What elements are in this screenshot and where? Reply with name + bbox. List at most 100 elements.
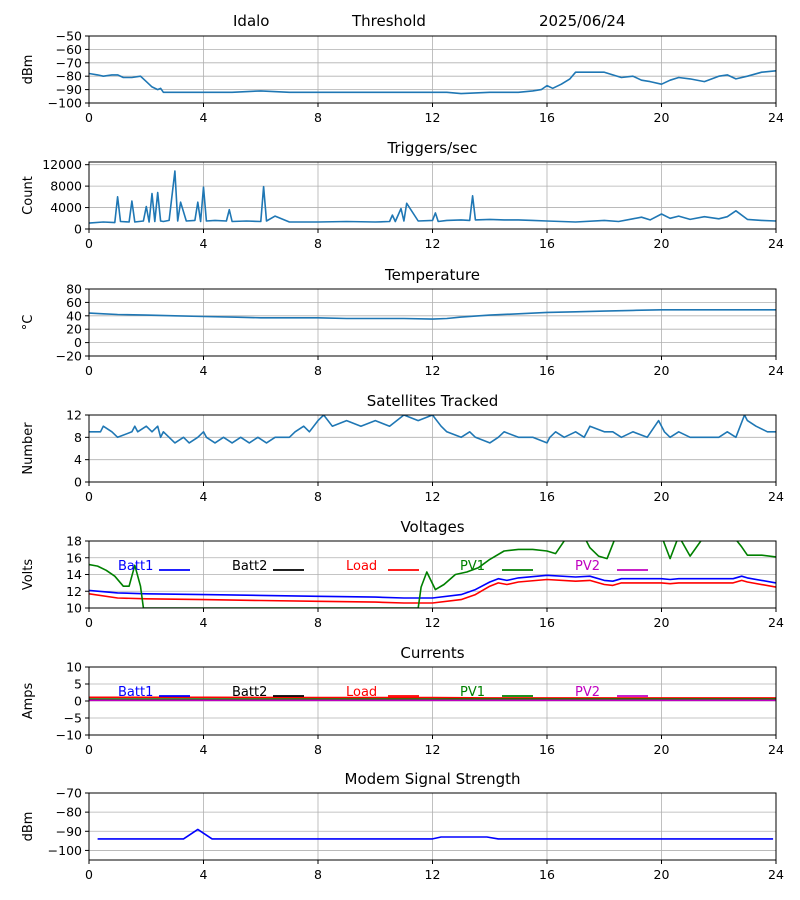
x-tick-label: 16	[539, 742, 555, 757]
grid-lines	[88, 288, 777, 357]
series-group	[89, 308, 776, 320]
x-tick-label: 4	[200, 615, 208, 630]
legend-label-batt2: Batt2	[232, 685, 267, 700]
x-tick-label: 20	[654, 110, 670, 125]
x-tick-label: 8	[314, 867, 322, 882]
x-tick-label: 8	[314, 110, 322, 125]
y-tick-label: −60	[56, 42, 82, 57]
y-tick-label: 16	[66, 550, 82, 565]
series-line-pv1	[89, 541, 776, 608]
series-group	[89, 415, 776, 444]
legend-label-pv1: PV1	[460, 559, 485, 574]
series-group	[89, 541, 776, 608]
y-tick-label: −80	[56, 805, 82, 820]
x-tick-label: 24	[768, 363, 784, 378]
y-tick-label: −80	[56, 69, 82, 84]
legend-label-pv1: PV1	[460, 685, 485, 700]
x-tick-label: 16	[539, 363, 555, 378]
chart-panel-4: Satellites Tracked 0 4 8 12 16 20 24 0 4 8 12 Number	[21, 392, 784, 504]
y-tick-label: 60	[66, 295, 82, 310]
legend-label-batt1: Batt1	[118, 685, 153, 700]
x-tick-label: 24	[768, 489, 784, 504]
y-tick-label: 5	[74, 677, 82, 692]
x-tick-label: 0	[85, 110, 93, 125]
series-group	[89, 70, 776, 95]
y-axis-label: Count	[21, 176, 36, 215]
x-tick-label: 0	[85, 363, 93, 378]
x-tick-label: 20	[654, 363, 670, 378]
legend: Batt1 Batt2 Load PV1 PV2	[118, 559, 648, 574]
grid-lines	[88, 414, 777, 483]
x-tick-label: 12	[425, 742, 441, 757]
x-tick-label: 8	[314, 236, 322, 251]
series-line-1	[89, 308, 776, 320]
y-tick-label: −70	[56, 55, 82, 70]
series-line-load	[89, 578, 776, 604]
x-tick-label: 8	[314, 363, 322, 378]
x-tick-label: 4	[200, 867, 208, 882]
chart-title: Temperature	[384, 266, 480, 284]
y-tick-label: 10	[66, 601, 82, 616]
y-tick-label: −50	[56, 29, 82, 44]
series-group	[89, 170, 776, 224]
y-tick-label: 12000	[42, 157, 82, 172]
series-line-batt1	[89, 574, 776, 599]
legend-label-batt2: Batt2	[232, 559, 267, 574]
x-tick-label: 12	[425, 489, 441, 504]
x-tick-label: 16	[539, 615, 555, 630]
y-tick-label: −100	[48, 96, 82, 111]
chart-title: Modem Signal Strength	[345, 770, 521, 788]
series-line-1	[97, 828, 774, 840]
x-tick-label: 16	[539, 236, 555, 251]
chart-title: Currents	[400, 644, 464, 662]
x-tick-label: 12	[425, 236, 441, 251]
plot-stack: 0 4 8 12 16 20 24−50−60−70−80−90−100dBmTrigger…	[21, 29, 784, 883]
x-tick-label: 8	[314, 742, 322, 757]
x-tick-label: 20	[654, 236, 670, 251]
legend-label-load: Load	[346, 685, 377, 700]
x-tick-label: 0	[85, 615, 93, 630]
y-axis-label: dBm	[21, 55, 36, 85]
x-tick-label: 12	[425, 615, 441, 630]
y-axis-label: Volts	[21, 559, 36, 591]
y-tick-label: −100	[48, 843, 82, 858]
x-tick-label: 24	[768, 236, 784, 251]
legend: Batt1 Batt2 Load PV1 PV2	[118, 685, 648, 700]
x-tick-label: 0	[85, 867, 93, 882]
x-tick-label: 20	[654, 867, 670, 882]
x-tick-label: 8	[314, 615, 322, 630]
y-tick-label: 0	[74, 694, 82, 709]
chart-panel-1: 0 4 8 12 16 20 24 −50−60−70−80−90−100 dBm	[21, 29, 784, 126]
y-tick-label: 12	[66, 408, 82, 423]
x-tick-label: 20	[654, 742, 670, 757]
y-tick-label: 80	[66, 282, 82, 297]
y-tick-label: 0	[74, 335, 82, 350]
series-group	[89, 696, 776, 702]
x-tick-label: 16	[539, 489, 555, 504]
x-tick-label: 4	[200, 489, 208, 504]
x-tick-label: 24	[768, 742, 784, 757]
y-tick-label: −10	[56, 728, 82, 743]
y-tick-label: 8	[74, 430, 82, 445]
series-line-1	[89, 415, 776, 444]
y-tick-label: −70	[56, 786, 82, 801]
y-tick-label: 4	[74, 452, 82, 467]
y-tick-label: 0	[74, 222, 82, 237]
header-mode: Threshold	[351, 12, 426, 30]
x-tick-label: 12	[425, 110, 441, 125]
y-tick-label: 14	[66, 567, 82, 582]
y-tick-label: −90	[56, 824, 82, 839]
y-tick-label: 8000	[50, 179, 82, 194]
x-tick-label: 24	[768, 867, 784, 882]
chart-panel-7: Modem Signal Strength 0 4 8 12 16 20 24 −70 −80 −9…	[21, 770, 784, 882]
y-tick-label: 18	[66, 534, 82, 549]
y-tick-label: 10	[66, 660, 82, 675]
x-tick-label: 0	[85, 489, 93, 504]
x-tick-label: 12	[425, 867, 441, 882]
x-tick-label: 20	[654, 489, 670, 504]
y-tick-label: 12	[66, 584, 82, 599]
x-tick-label: 0	[85, 236, 93, 251]
